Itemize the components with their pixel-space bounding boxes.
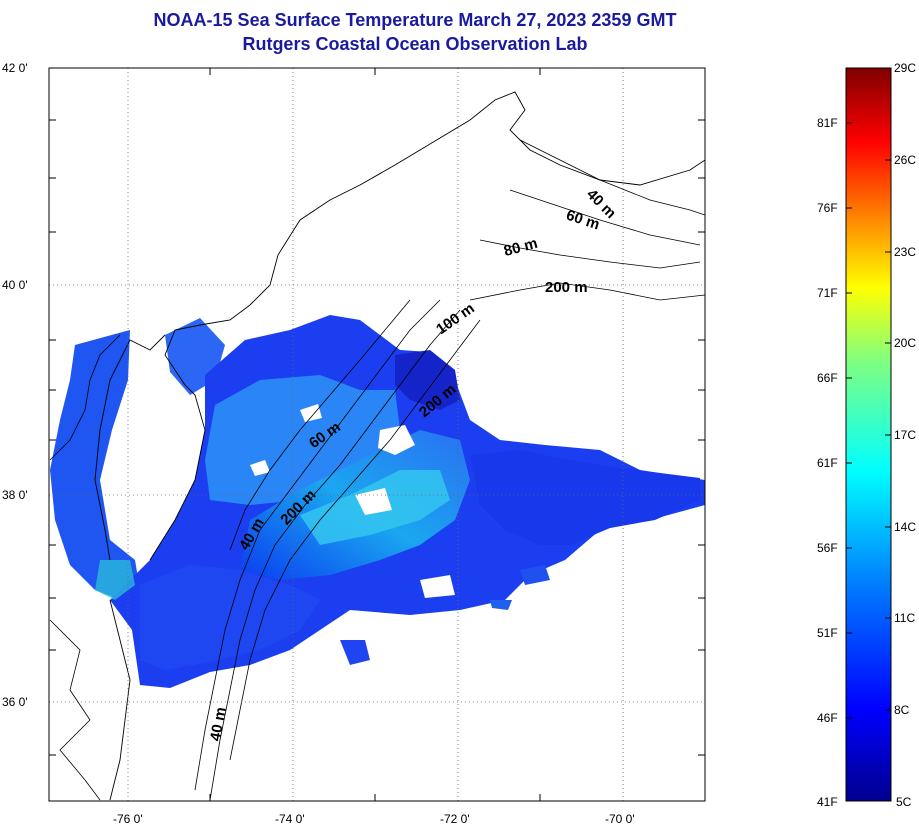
contour-60m-north: [509, 189, 701, 246]
colorbar: [845, 67, 892, 802]
map-title: NOAA-15 Sea Surface Temperature March 27…: [153, 10, 677, 30]
sst-patch-offshore: [470, 450, 700, 545]
coastline-chesapeake-west: [49, 334, 121, 461]
contour-200m-north: [469, 282, 705, 301]
sst-scatter-1: [520, 565, 550, 585]
map-subtitle: Rutgers Coastal Ocean Observation Lab: [242, 34, 588, 54]
graticule: [49, 68, 705, 801]
sst-cyan-edge: [95, 560, 135, 600]
lat-label-40: 40 0': [2, 278, 28, 292]
map-frame: [48, 67, 706, 802]
lat-label-38: 38 0': [2, 488, 28, 502]
sst-deep-blob: [395, 350, 460, 410]
contour-40m-north: [519, 139, 705, 216]
colorbar-c-label: 5C: [896, 795, 912, 809]
contour-shelf-1: [194, 299, 441, 791]
coastline-northeast: [277, 91, 705, 256]
contour-shelf-2: [209, 309, 461, 801]
sst-scatter-2: [490, 600, 512, 610]
axis-ticks: [49, 68, 705, 801]
lon-label-76: -76 0': [113, 812, 143, 826]
colorbar-f-label: 81F: [817, 116, 838, 130]
colorbar-c-label: 26C: [894, 153, 917, 167]
colorbar-f-label: 71F: [817, 286, 838, 300]
chesapeake-bay-water: [50, 330, 140, 600]
lat-label-36: 36 0': [2, 695, 28, 709]
colorbar-c-label: 23C: [894, 245, 917, 259]
colorbar-c-label: 17C: [894, 428, 917, 442]
colorbar-c-label: 8C: [894, 703, 910, 717]
colorbar-f-label: 61F: [817, 456, 838, 470]
lon-label-72: -72 0': [440, 812, 470, 826]
lat-label-42: 42 0': [2, 61, 28, 75]
contour-label: 40 m: [207, 706, 230, 743]
lon-label-70: -70 0': [605, 812, 635, 826]
colorbar-c-label: 11C: [894, 611, 916, 625]
coastline-delmarva: [94, 334, 166, 561]
colorbar-c-label: 20C: [894, 336, 917, 350]
colorbar-f-label: 56F: [817, 541, 838, 555]
coastline-virginia: [109, 599, 131, 801]
cloud-1: [378, 425, 415, 455]
cloud-4: [300, 404, 322, 422]
contour-label: 200 m: [545, 279, 588, 296]
contour-shelf-4: [229, 299, 411, 551]
coastline-lower: [49, 619, 101, 801]
colorbar-c-label: 14C: [894, 520, 917, 534]
contour-80m-north: [479, 239, 701, 269]
sst-scatter-3: [340, 640, 370, 665]
cloud-3: [250, 460, 270, 476]
sst-patch-south: [140, 565, 320, 670]
colorbar-f-label: 46F: [817, 711, 838, 725]
colorbar-f-label: 41F: [817, 795, 838, 809]
cloud-2: [355, 488, 392, 515]
cloud-5: [420, 575, 455, 598]
coastline-nj: [149, 254, 279, 561]
colorbar-f-label: 66F: [817, 371, 838, 385]
contour-label: 80 m: [502, 235, 539, 260]
colorbar-f-label: 51F: [817, 626, 838, 640]
colorbar-ticks: [846, 122, 891, 719]
contour-shelf-3: [229, 319, 481, 761]
colorbar-f-label: 76F: [817, 201, 838, 215]
colorbar-c-label: 29C: [894, 61, 917, 75]
lon-label-74: -74 0': [275, 812, 305, 826]
